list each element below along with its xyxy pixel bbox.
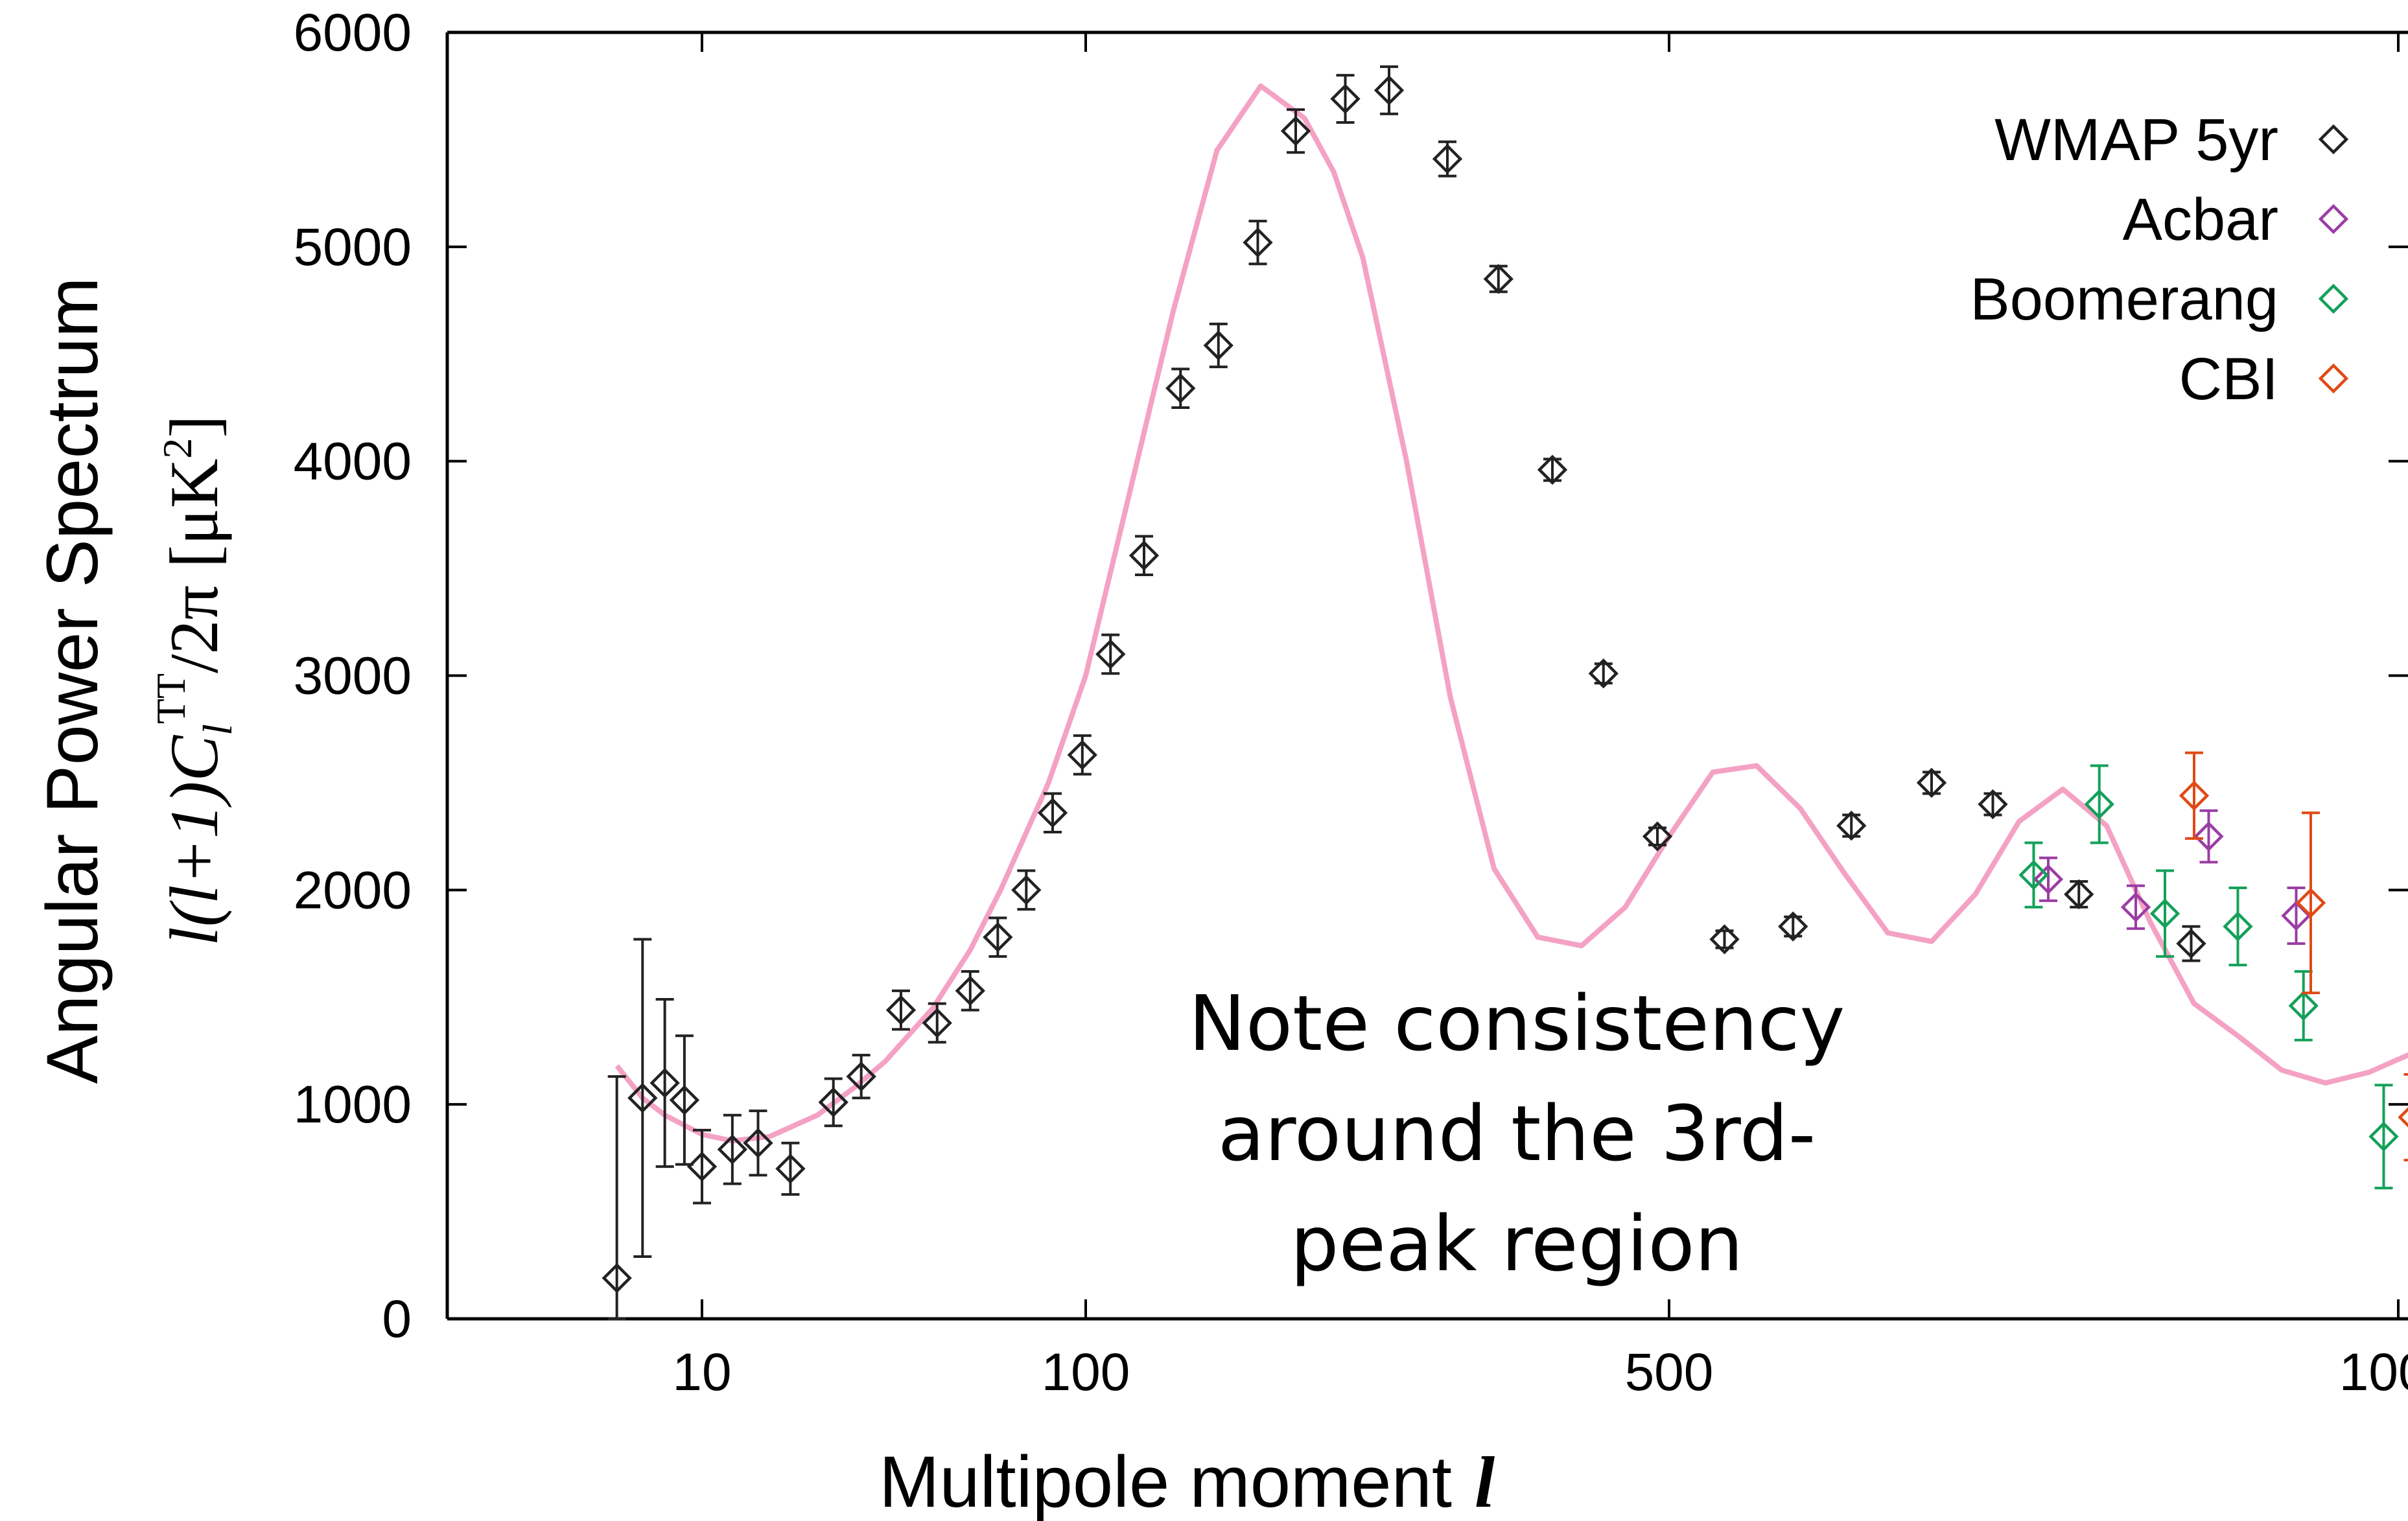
data-point [743,1128,773,1158]
data-point [1373,75,1405,106]
data-point [1203,330,1233,361]
data-point [2368,1121,2399,1152]
x-tick-label: 1000 [2339,1343,2408,1402]
y-axis-title: Angular Power Spectrum [32,277,113,1084]
series-cbi [2179,751,2408,1162]
data-point [922,1008,952,1038]
legend-label: WMAP 5yr [1994,107,2278,173]
data-point [1978,789,2008,820]
data-point [2033,864,2064,894]
data-point [2084,789,2114,820]
y-axis-ticks: 0 1000 2000 3000 4000 5000 6000 [294,3,2408,1349]
annotation-line-1: Note consistency [1189,979,1845,1068]
y-tick-label: 0 [382,1290,412,1349]
data-point [1067,739,1097,771]
data-point [1432,144,1463,174]
series-boomerang [2018,764,2399,1190]
x-axis-ticks: 1010050010001500 [672,32,2408,1402]
model-curve-layer [614,83,2408,1144]
data-point [983,922,1013,953]
series-wmap-5yr [602,65,2206,1320]
x-tick-label: 10 [672,1343,731,1402]
y-tick-label: 5000 [294,218,412,277]
data-point [1280,116,1311,146]
annotation-line-3: peak region [1291,1199,1744,1288]
data-point [955,975,985,1006]
data-points-layer [602,65,2408,1320]
x-tick-label: 500 [1625,1343,1714,1402]
legend-marker [2318,124,2349,155]
data-point [885,995,917,1025]
data-point [1642,821,1673,852]
data-point [686,1151,718,1182]
data-point [1165,373,1196,404]
y-tick-label: 3000 [294,647,412,706]
data-point [1588,658,1619,689]
annotation: Note consistency around the 3rd- peak re… [1189,979,1845,1288]
data-point [1330,84,1361,114]
legend-label: Boomerang [1970,266,2278,332]
data-point [1537,454,1568,485]
data-point [2223,911,2253,942]
model-curve [614,83,2408,1144]
data-point [2018,859,2049,890]
data-point [649,1067,680,1098]
y-tick-label: 6000 [294,3,412,62]
data-point [1011,875,1042,905]
data-point [627,1083,658,1113]
legend-marker [2318,283,2349,314]
legend-marker [2318,203,2349,235]
data-point [669,1085,700,1115]
legend-label: Acbar [2123,187,2278,253]
y-axis-title-formula: l(l+1)ClTT/2π [μK2] [148,415,240,946]
data-point [717,1134,748,1165]
legend-marker [2318,363,2349,394]
x-axis-title: Multipole moment [879,1441,1452,1521]
series-acbar [2033,809,2311,946]
data-point [775,1154,806,1184]
y-tick-label: 2000 [294,861,412,920]
data-point [1709,924,1740,955]
data-point [2149,898,2180,929]
legend: WMAP 5yr Acbar Boomerang CBI [1970,107,2349,412]
data-point [2398,1107,2408,1128]
x-tick-label: 100 [1042,1343,1130,1402]
data-point [846,1061,876,1092]
data-point [1778,911,1808,942]
data-point [818,1087,848,1118]
data-point [2176,928,2206,959]
x-axis-symbol: l [1475,1443,1495,1521]
data-point [2120,892,2151,922]
data-point [1483,264,1514,294]
data-point [1916,767,1947,798]
data-point [602,1262,632,1294]
y-tick-label: 1000 [294,1075,412,1134]
data-point [1836,810,1867,841]
data-point [2064,879,2094,910]
data-point [2193,821,2224,852]
data-point [2295,887,2326,918]
data-point [1037,798,1068,828]
legend-label: CBI [2179,346,2278,412]
data-point [2179,780,2210,811]
data-point [1095,639,1126,669]
y-tick-label: 4000 [294,432,412,491]
data-point [1128,540,1160,571]
annotation-line-2: around the 3rd- [1218,1089,1816,1178]
data-point [1243,227,1273,258]
data-point [2288,990,2319,1021]
